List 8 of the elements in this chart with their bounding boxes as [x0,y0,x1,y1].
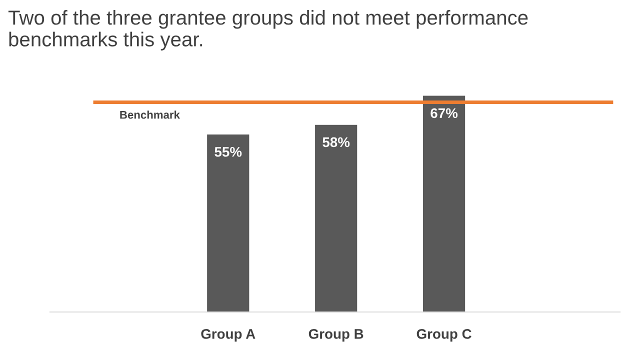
chart-title: Two of the three grantee groups did not meet performance benchmarks this year. [8,10,528,50]
data-label: 55% [214,146,242,157]
x-tick-label: Group C [416,329,472,342]
ref-line-label: Benchmark [120,110,180,119]
x-tick-label: Group B [308,329,364,342]
data-label: 58% [322,137,350,148]
x-tick-label: Group A [201,329,256,342]
data-label: 67% [430,108,458,118]
